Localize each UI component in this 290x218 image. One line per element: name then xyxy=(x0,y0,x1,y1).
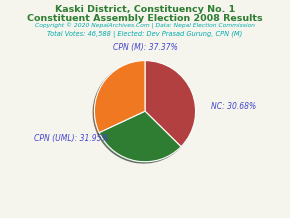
Text: NC: 30.68%: NC: 30.68% xyxy=(211,102,256,111)
Text: Kaski District, Constituency No. 1: Kaski District, Constituency No. 1 xyxy=(55,5,235,14)
Text: Total Votes: 46,588 | Elected: Dev Prasad Gurung, CPN (M): Total Votes: 46,588 | Elected: Dev Prasa… xyxy=(47,31,243,38)
Text: CPN (UML): 31.95%: CPN (UML): 31.95% xyxy=(34,135,109,143)
Wedge shape xyxy=(95,61,145,133)
Wedge shape xyxy=(145,61,195,147)
Text: Copyright © 2020 NepalArchives.Com | Data: Nepal Election Commission: Copyright © 2020 NepalArchives.Com | Dat… xyxy=(35,23,255,29)
Text: Constituent Assembly Election 2008 Results: Constituent Assembly Election 2008 Resul… xyxy=(27,14,263,23)
Text: CPN (M): 37.37%: CPN (M): 37.37% xyxy=(113,43,177,53)
Wedge shape xyxy=(99,111,181,162)
